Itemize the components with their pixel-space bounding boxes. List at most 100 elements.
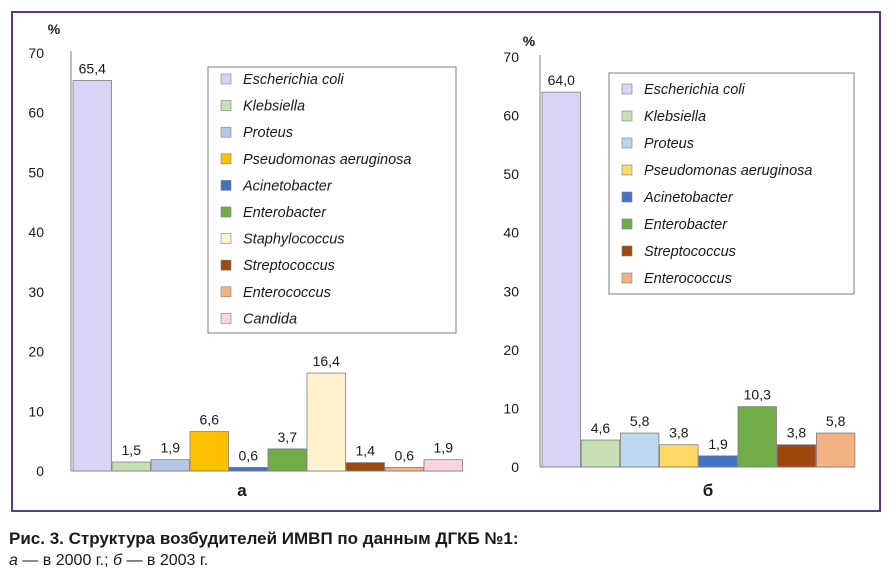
- caption-subtitle: а — в 2000 г.; б — в 2003 г.: [9, 550, 879, 572]
- chart-b-data-label: 10,3: [744, 387, 771, 403]
- chart-a-bar: [72, 80, 112, 472]
- chart-a-bar: [384, 467, 424, 472]
- chart-b-bar: [698, 455, 738, 468]
- chart-a-legend-swatch: [220, 313, 232, 324]
- chart-a-legend-label: Klebsiella: [243, 99, 305, 115]
- chart-a-data-label: 1,4: [356, 443, 376, 459]
- chart-a-data-label: 1,9: [434, 440, 454, 456]
- chart-a-legend-label: Candida: [243, 311, 297, 327]
- chart-a-ytick-label: 30: [28, 284, 44, 300]
- chart-a-legend-swatch: [220, 206, 232, 218]
- chart-b-data-label: 5,8: [826, 413, 846, 429]
- chart-b-data-label: 3,8: [787, 425, 807, 441]
- chart-a-legend-swatch: [220, 73, 232, 85]
- chart-b-legend-label: Klebsiella: [644, 109, 706, 125]
- chart-a-ytick-label: 60: [28, 105, 44, 121]
- chart-a-legend-label: Pseudomonas aeruginosa: [243, 152, 411, 168]
- chart-b-legend-label: Enterobacter: [644, 217, 728, 233]
- chart-b-legend-label: Proteus: [644, 136, 694, 152]
- chart-b-ytick-label: 0: [511, 459, 519, 475]
- chart-b-legend-label: Enterococcus: [644, 271, 732, 287]
- chart-a-ytick-label: 0: [36, 463, 44, 479]
- chart-b-panel-label: б: [703, 481, 714, 500]
- chart-a-legend-swatch: [220, 286, 232, 298]
- chart-a-legend-swatch: [220, 153, 232, 165]
- chart-b-legend-swatch: [621, 245, 633, 257]
- chart-a-data-label: 3,7: [278, 429, 298, 445]
- chart-a-bar: [111, 461, 151, 472]
- chart-b-ylabel: %: [523, 33, 536, 49]
- chart-b-data-label: 4,6: [591, 420, 611, 436]
- chart-a-data-label: 1,9: [161, 440, 181, 456]
- chart-a-legend-swatch: [220, 180, 232, 191]
- chart-a-bar: [423, 459, 463, 472]
- chart-b-data-label: 1,9: [708, 436, 728, 452]
- chart-a-legend-label: Escherichia coli: [243, 72, 345, 88]
- chart-b-data-label: 5,8: [630, 413, 650, 429]
- chart-b-bar: [737, 406, 777, 468]
- chart-a-legend-label: Enterobacter: [243, 205, 327, 221]
- chart-a-panel-label: а: [237, 481, 247, 500]
- chart-a-ytick-label: 50: [28, 164, 44, 180]
- chart-b-legend-label: Escherichia coli: [644, 82, 746, 98]
- chart-b-legend-swatch: [621, 110, 633, 122]
- chart-b-legend-swatch: [621, 83, 633, 95]
- chart-b-ytick-label: 20: [503, 342, 519, 358]
- chart-b-legend-label: Streptococcus: [644, 244, 736, 260]
- chart-a-legend-label: Staphylococcus: [243, 232, 345, 248]
- chart-a-ytick-label: 70: [28, 45, 44, 61]
- chart-b-data-label: 64,0: [548, 72, 575, 88]
- chart-b-legend-swatch: [621, 191, 633, 203]
- chart-b-ytick-label: 40: [503, 225, 519, 241]
- chart-a-bar: [306, 372, 346, 472]
- chart-b-ytick-label: 70: [503, 49, 519, 65]
- caption-part-a-text: — в 2000 г.;: [17, 552, 113, 569]
- caption-part-b-letter: б: [113, 552, 122, 569]
- caption-part-b-text: — в 2003 г.: [122, 552, 209, 569]
- caption-part-a-letter: а: [9, 552, 18, 569]
- chart-a-data-label: 0,6: [395, 447, 415, 463]
- chart-a-bar: [189, 431, 229, 472]
- chart-a-legend-swatch: [220, 100, 232, 111]
- chart-b-ytick-label: 60: [503, 108, 519, 124]
- chart-a-legend-label: Streptococcus: [243, 258, 335, 274]
- chart-b-bar: [541, 91, 581, 468]
- chart-b-bar: [580, 439, 621, 468]
- chart-a-bar: [150, 459, 190, 472]
- chart-b-bar: [816, 432, 856, 468]
- chart-b-legend-swatch: [621, 218, 633, 230]
- chart-b-legend-label: Acinetobacter: [643, 190, 734, 206]
- chart-a-ylabel: %: [48, 21, 61, 37]
- chart-b-legend-swatch: [621, 272, 633, 284]
- caption-title: Рис. 3. Структура возбудителей ИМВП по д…: [9, 529, 519, 548]
- chart-a-data-label: 65,4: [79, 60, 106, 76]
- chart-a-ytick-label: 20: [28, 344, 44, 360]
- chart-b-ytick-label: 30: [503, 283, 519, 299]
- chart-a-bar: [345, 462, 385, 472]
- chart-a-legend-label: Acinetobacter: [242, 178, 333, 194]
- charts-canvas: 0 10 20 30 40 50 60 70% 65,4 1,5 1,9 6,6 0,6 3,7 16,4 1…: [28, 21, 856, 500]
- chart-b-ytick-label: 10: [503, 400, 519, 416]
- chart-b-legend-swatch: [621, 164, 633, 176]
- chart-b-legend-swatch: [621, 137, 633, 149]
- chart-a-ytick-label: 40: [28, 224, 44, 240]
- chart-b-legend-label: Pseudomonas aeruginosa: [644, 163, 812, 179]
- chart-a-legend-label: Enterococcus: [243, 285, 331, 301]
- chart-a-ytick-label: 10: [28, 403, 44, 419]
- chart-a-data-label: 0,6: [239, 447, 259, 463]
- chart-b-bar: [620, 432, 660, 468]
- figure-caption: Рис. 3. Структура возбудителей ИМВП по д…: [9, 528, 879, 572]
- chart-a-data-label: 1,5: [122, 442, 142, 458]
- chart-a-data-label: 16,4: [313, 353, 340, 369]
- chart-a-bar: [228, 467, 268, 472]
- chart-a-legend-label: Proteus: [243, 125, 293, 141]
- chart-b-bar: [776, 444, 817, 468]
- chart-a-bar: [267, 448, 307, 472]
- chart-a-legend: [207, 66, 457, 334]
- chart-a-data-label: 6,6: [200, 412, 220, 428]
- figure-frame: [11, 11, 881, 512]
- chart-a-legend-swatch: [220, 233, 232, 244]
- chart-a-legend-swatch: [220, 259, 232, 271]
- chart-b-ytick-label: 50: [503, 166, 519, 182]
- chart-b-legend: [608, 72, 855, 295]
